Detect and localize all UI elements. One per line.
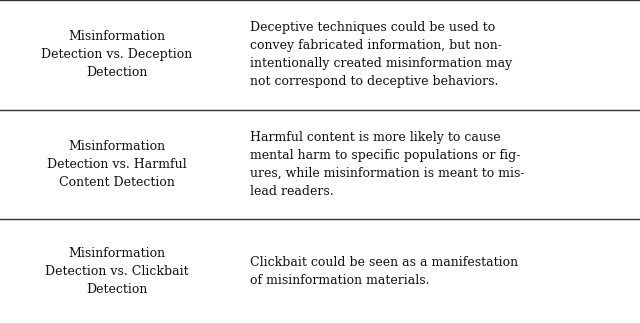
Text: Deceptive techniques could be used to
convey fabricated information, but non-
in: Deceptive techniques could be used to co… [250, 21, 512, 88]
Text: Misinformation
Detection vs. Clickbait
Detection: Misinformation Detection vs. Clickbait D… [45, 247, 189, 296]
Text: Harmful content is more likely to cause
mental harm to specific populations or f: Harmful content is more likely to cause … [250, 131, 524, 198]
Text: Misinformation
Detection vs. Harmful
Content Detection: Misinformation Detection vs. Harmful Con… [47, 140, 187, 189]
Text: Clickbait could be seen as a manifestation
of misinformation materials.: Clickbait could be seen as a manifestati… [250, 256, 518, 287]
Text: Misinformation
Detection vs. Deception
Detection: Misinformation Detection vs. Deception D… [41, 30, 193, 79]
